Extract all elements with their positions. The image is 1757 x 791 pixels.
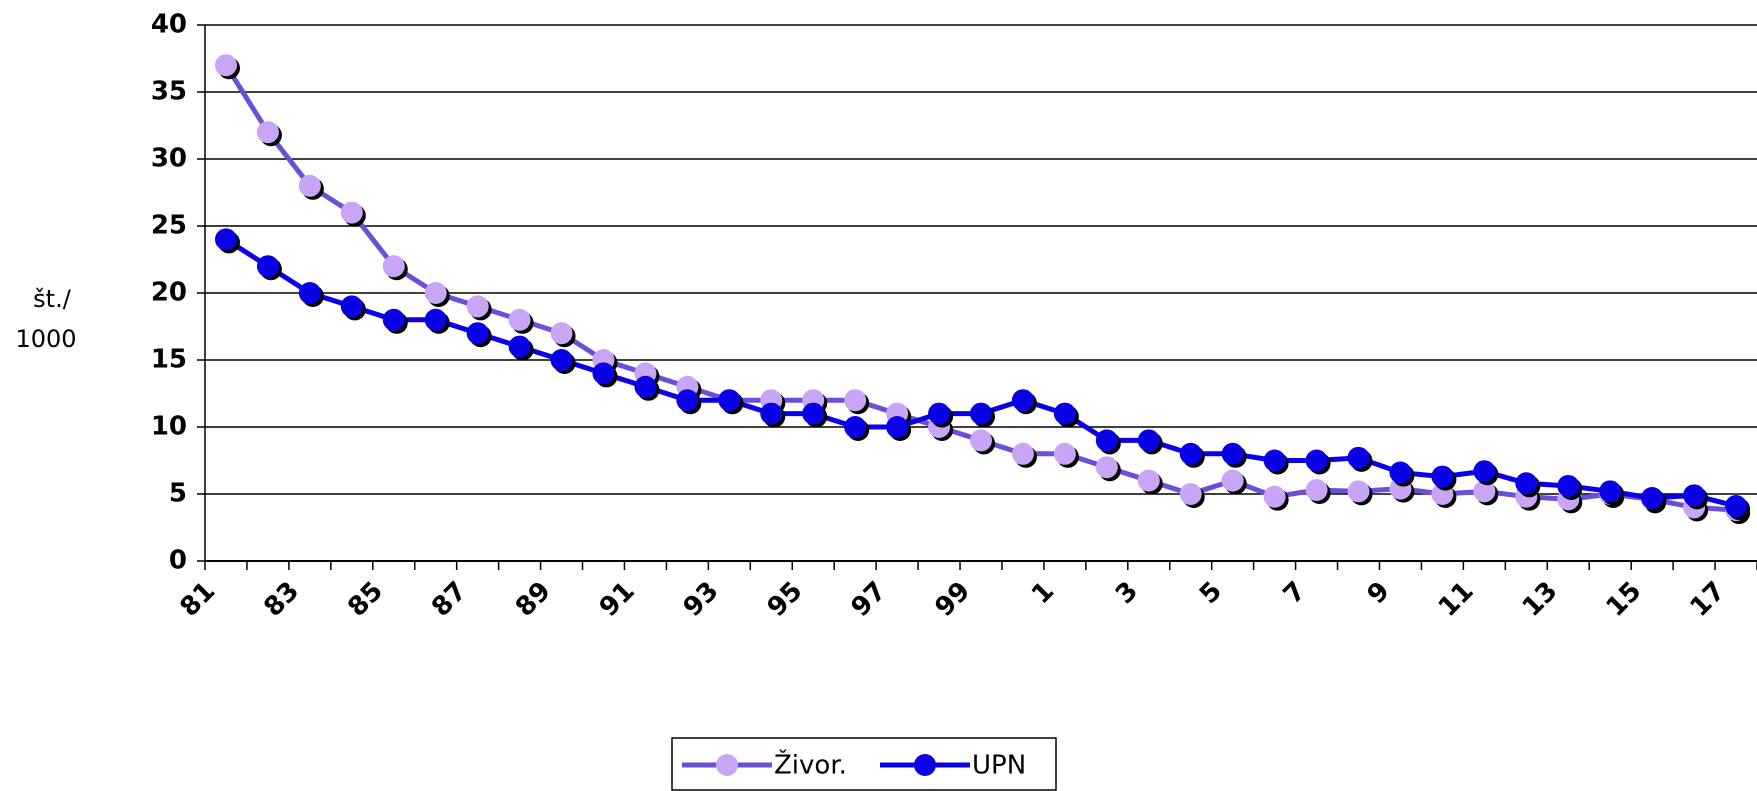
marker	[1725, 495, 1748, 518]
marker	[1599, 480, 1622, 503]
x-tick-label: 87	[426, 576, 473, 623]
y-axis-label: 1000	[15, 325, 76, 353]
marker	[1431, 465, 1454, 488]
x-tick-label: 15	[1601, 576, 1648, 623]
marker	[340, 201, 363, 224]
x-tick-label: 83	[258, 576, 305, 623]
legend-marker	[914, 754, 936, 776]
x-tick-label: 99	[929, 576, 976, 623]
marker	[1515, 472, 1538, 495]
x-tick-label: 91	[594, 576, 641, 623]
legend-label: UPN	[972, 751, 1026, 781]
marker	[1137, 429, 1160, 452]
marker	[1641, 487, 1664, 510]
marker	[550, 322, 573, 345]
marker	[1263, 449, 1286, 472]
y-axis-label: št./	[33, 285, 72, 313]
marker	[1557, 474, 1580, 497]
x-tick-label: 9	[1362, 576, 1396, 610]
marker	[844, 389, 867, 412]
legend-label: Živor.	[774, 749, 847, 781]
marker	[1179, 442, 1202, 465]
x-tick-label: 95	[762, 576, 809, 623]
marker	[1053, 402, 1076, 425]
y-tick-label: 5	[169, 479, 187, 509]
marker	[466, 295, 489, 318]
marker	[424, 308, 447, 331]
marker	[1683, 484, 1706, 507]
marker	[214, 54, 237, 77]
x-tick-label: 97	[846, 576, 893, 623]
y-tick-label: 20	[151, 278, 187, 308]
marker	[508, 335, 531, 358]
marker	[1095, 456, 1118, 479]
marker	[466, 322, 489, 345]
marker	[676, 389, 699, 412]
marker	[1179, 483, 1202, 505]
marker	[1263, 485, 1286, 508]
marker	[1473, 480, 1496, 503]
marker	[298, 174, 321, 197]
marker	[1473, 460, 1496, 483]
marker	[340, 295, 363, 318]
x-tick-label: 81	[174, 576, 221, 623]
marker	[1053, 442, 1076, 465]
x-tick-label: 3	[1110, 576, 1144, 610]
marker	[1389, 461, 1412, 484]
marker	[424, 282, 447, 304]
legend-marker	[716, 754, 738, 776]
marker	[1347, 480, 1370, 503]
marker	[802, 402, 825, 425]
marker	[634, 375, 657, 398]
marker	[256, 121, 279, 144]
marker	[760, 402, 783, 425]
marker	[970, 429, 992, 452]
marker	[592, 362, 615, 385]
marker	[508, 308, 531, 331]
y-tick-label: 25	[151, 211, 187, 241]
marker	[1305, 449, 1328, 472]
y-tick-label: 10	[151, 412, 187, 442]
marker	[214, 228, 237, 251]
y-tick-label: 15	[151, 345, 187, 375]
x-tick-label: 13	[1517, 576, 1564, 623]
marker	[886, 416, 909, 438]
marker	[970, 402, 992, 425]
x-tick-label: 93	[678, 576, 725, 623]
x-tick-label: 17	[1685, 576, 1732, 623]
marker	[1221, 469, 1244, 492]
marker	[1011, 389, 1034, 412]
marker	[718, 389, 741, 412]
x-tick-label: 89	[510, 576, 557, 623]
marker	[1305, 478, 1328, 501]
x-tick-label: 1	[1026, 576, 1060, 610]
x-tick-label: 7	[1278, 576, 1312, 610]
marker	[550, 349, 573, 371]
marker	[1011, 442, 1034, 465]
marker	[844, 416, 867, 438]
marker	[382, 255, 405, 278]
marker	[1221, 442, 1244, 465]
x-tick-label: 11	[1433, 576, 1480, 623]
y-tick-label: 30	[151, 144, 187, 174]
marker	[298, 282, 321, 304]
y-tick-label: 0	[169, 546, 187, 576]
marker	[1095, 429, 1118, 452]
x-tick-label: 85	[342, 576, 389, 623]
series-line	[224, 237, 1737, 509]
marker	[1137, 469, 1160, 492]
marker	[382, 308, 405, 331]
y-tick-label: 35	[151, 77, 187, 107]
y-tick-label: 40	[151, 10, 187, 40]
marker	[1347, 446, 1370, 469]
marker	[928, 402, 951, 425]
marker	[256, 255, 279, 278]
x-tick-label: 5	[1194, 576, 1228, 610]
